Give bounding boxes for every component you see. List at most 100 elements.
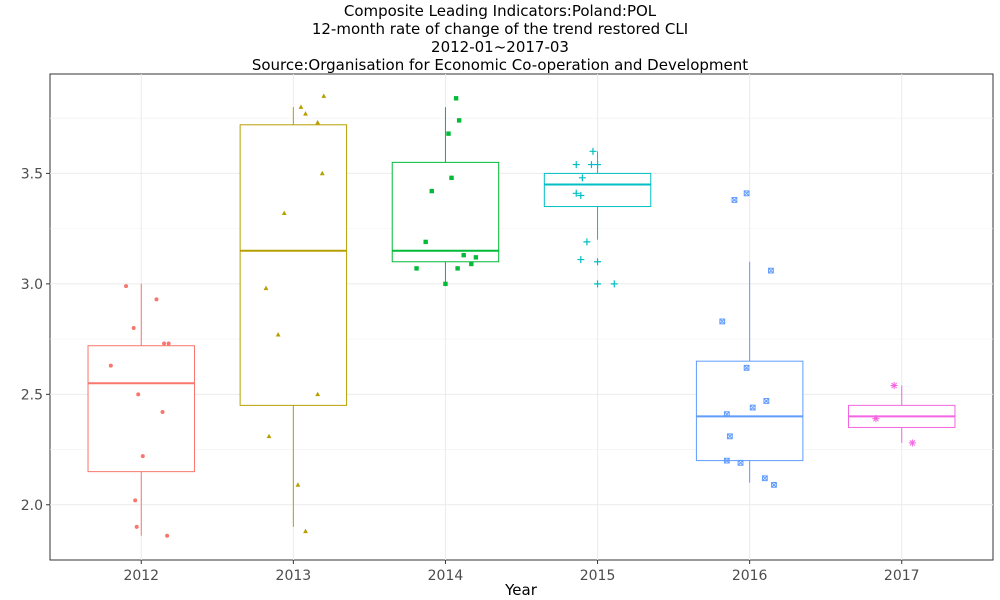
- x-axis-ticks: 2012 2013 2014 2015 2016 2017: [123, 560, 920, 584]
- data-point: [768, 267, 774, 274]
- data-point: [162, 341, 167, 346]
- data-point: [577, 192, 585, 199]
- data-point: [315, 120, 321, 125]
- data-point: [583, 238, 591, 246]
- data-point: [610, 280, 618, 288]
- box-2012: [87, 283, 195, 536]
- data-point: [908, 439, 916, 447]
- data-point: [455, 266, 460, 271]
- x-tick-label: 2017: [884, 568, 920, 584]
- x-tick-label: 2015: [580, 568, 616, 584]
- data-point: [723, 457, 730, 464]
- data-point: [136, 392, 141, 397]
- data-point: [134, 524, 139, 529]
- y-tick-label: 3.0: [21, 277, 43, 293]
- data-point: [456, 118, 462, 123]
- data-point: [414, 266, 419, 271]
- data-point: [423, 239, 428, 245]
- data-point: [275, 332, 281, 337]
- boxes-layer: [87, 107, 956, 536]
- data-point: [160, 409, 165, 414]
- data-point: [726, 433, 733, 440]
- data-point: [469, 261, 474, 267]
- data-point: [443, 281, 448, 287]
- data-point: [321, 93, 327, 98]
- data-point: [872, 415, 880, 423]
- data-point: [594, 280, 602, 288]
- data-point: [166, 341, 171, 346]
- points-2013: [263, 93, 327, 534]
- data-point: [890, 381, 898, 390]
- data-point: [743, 190, 750, 197]
- data-point: [154, 297, 159, 302]
- data-point: [303, 111, 308, 116]
- chart-subtitle-3: Source:Organisation for Economic Co-oper…: [251, 56, 749, 74]
- x-tick-label: 2013: [276, 568, 312, 584]
- data-point: [719, 318, 726, 325]
- data-point: [319, 170, 325, 176]
- box-2013: [239, 107, 348, 527]
- points-2012: [108, 284, 171, 538]
- data-point: [165, 533, 170, 538]
- points-2016: [719, 190, 777, 488]
- data-point: [266, 433, 272, 439]
- data-point: [594, 258, 602, 266]
- data-point: [449, 175, 454, 181]
- data-point: [572, 161, 580, 169]
- data-point: [763, 398, 770, 404]
- data-point: [587, 161, 595, 169]
- box-2016: [695, 261, 804, 483]
- box-2014: [391, 107, 500, 284]
- data-point: [461, 252, 466, 258]
- data-point: [589, 147, 597, 155]
- box-body: [543, 172, 652, 208]
- x-tick-label: 2014: [428, 568, 464, 584]
- box-body: [391, 161, 500, 263]
- data-point: [133, 498, 138, 503]
- data-point: [131, 326, 136, 331]
- data-point: [749, 404, 756, 411]
- y-tick-label: 3.5: [21, 166, 43, 182]
- data-point: [771, 481, 777, 488]
- x-axis-title: Year: [504, 581, 538, 599]
- points-layer: [108, 93, 916, 538]
- data-point: [737, 459, 744, 466]
- points-2014: [414, 96, 479, 287]
- data-point: [298, 104, 304, 109]
- points-2017: [872, 381, 916, 447]
- chart-subtitle-2: 2012-01~2017-03: [431, 38, 569, 56]
- data-point: [578, 174, 586, 182]
- data-point: [281, 210, 287, 215]
- data-point: [453, 96, 459, 101]
- data-point: [446, 131, 451, 136]
- x-tick-label: 2012: [123, 568, 159, 584]
- data-point: [124, 284, 129, 289]
- y-tick-label: 2.0: [21, 498, 43, 514]
- data-point: [594, 161, 602, 169]
- box-2017: [848, 385, 956, 443]
- data-point: [723, 411, 730, 418]
- box-body: [239, 124, 348, 406]
- data-point: [743, 364, 750, 371]
- box-body: [695, 360, 804, 462]
- box-body: [87, 345, 195, 473]
- data-point: [429, 188, 434, 194]
- data-point: [140, 454, 145, 459]
- x-tick-label: 2016: [732, 568, 768, 584]
- data-point: [731, 197, 738, 203]
- data-point: [108, 363, 113, 368]
- data-point: [315, 391, 321, 397]
- data-point: [303, 528, 308, 534]
- data-point: [473, 255, 479, 260]
- chart-title: Composite Leading Indicators:Poland:POL: [343, 2, 657, 20]
- data-point: [295, 482, 301, 487]
- points-2015: [572, 147, 618, 288]
- chart-subtitle-1: 12-month rate of change of the trend res…: [311, 20, 689, 38]
- chart-titles: Composite Leading Indicators:Poland:POL …: [0, 2, 1000, 74]
- data-point: [263, 285, 269, 291]
- y-axis-ticks: 2.0 2.5 3.0 3.5: [21, 166, 50, 514]
- box-2015: [543, 151, 652, 240]
- data-point: [761, 475, 768, 482]
- plot-panel: [49, 73, 994, 561]
